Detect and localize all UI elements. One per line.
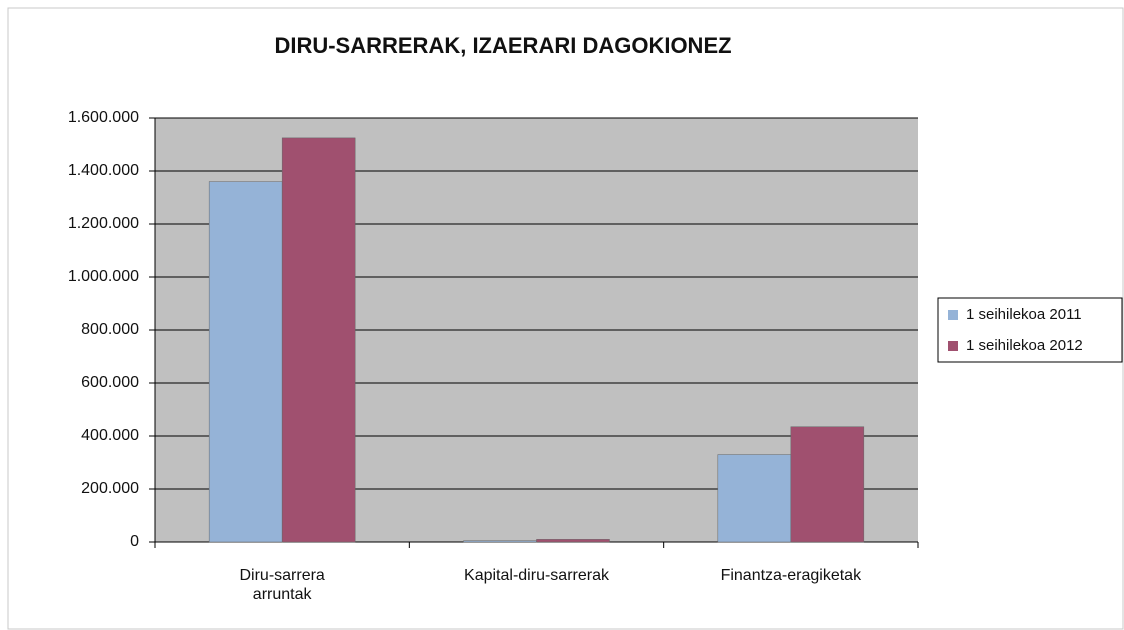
bar	[463, 540, 537, 543]
legend-label: 1 seihilekoa 2011	[966, 306, 1082, 323]
bar	[281, 137, 356, 543]
y-tick-label: 0	[130, 533, 139, 550]
y-tick-label: 1.400.000	[68, 162, 139, 179]
bar	[536, 539, 610, 543]
y-tick-label: 200.000	[81, 480, 139, 497]
y-tick-label: 1.200.000	[68, 215, 139, 232]
bar	[717, 454, 792, 543]
y-tick-label: 1.600.000	[68, 109, 139, 126]
chart-title: DIRU-SARRERAK, IZAERARI DAGOKIONEZ	[274, 33, 731, 58]
legend-swatch	[948, 341, 958, 351]
y-tick-label: 400.000	[81, 427, 139, 444]
x-tick-label: Diru-sarrera arruntak	[239, 567, 325, 603]
x-tick-label: Finantza-eragiketak	[720, 567, 862, 584]
bar	[208, 181, 283, 543]
legend-swatch	[948, 310, 958, 320]
y-tick-label: 1.000.000	[68, 268, 139, 285]
x-tick-label: Kapital-diru-sarrerak	[464, 567, 609, 584]
y-tick-label: 800.000	[81, 321, 139, 338]
bar	[790, 426, 865, 543]
legend-box	[937, 297, 1123, 363]
legend-label: 1 seihilekoa 2012	[966, 337, 1083, 354]
y-tick-label: 600.000	[81, 374, 139, 391]
